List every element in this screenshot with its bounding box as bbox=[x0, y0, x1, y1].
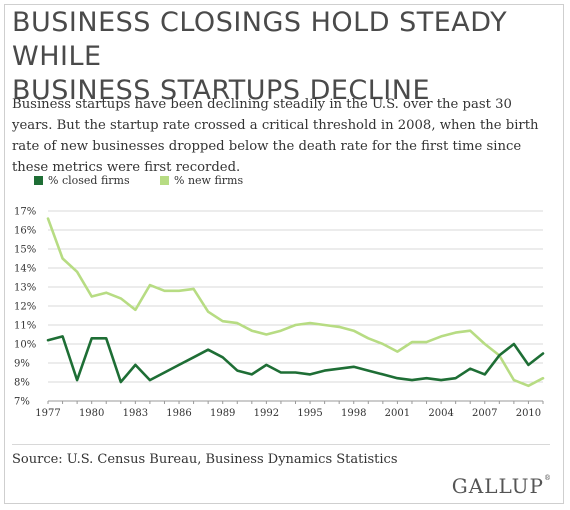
x-tick-label: 1998 bbox=[341, 408, 366, 419]
y-tick-label: 7% bbox=[14, 397, 30, 408]
x-tick-label: 1986 bbox=[166, 408, 191, 419]
title-line-2: BUSINESS STARTUPS DECLINE bbox=[12, 75, 431, 106]
chart-title: BUSINESS CLOSINGS HOLD STEADY WHILE BUSI… bbox=[12, 6, 552, 108]
y-tick-label: 14% bbox=[14, 264, 36, 275]
series-line-closed-firms bbox=[46, 335, 545, 384]
x-tick-label: 1980 bbox=[79, 408, 104, 419]
y-tick-label: 13% bbox=[14, 283, 36, 294]
x-tick-label: 1977 bbox=[35, 408, 60, 419]
chart-subtitle: Business startups have been declining st… bbox=[12, 97, 539, 175]
x-tick-label: 2007 bbox=[472, 408, 497, 419]
y-tick-label: 12% bbox=[14, 302, 36, 313]
title-line-1: BUSINESS CLOSINGS HOLD STEADY WHILE bbox=[12, 7, 508, 72]
y-tick-label: 10% bbox=[14, 340, 36, 351]
gallup-logo-text: GALLUP bbox=[451, 474, 544, 498]
legend-swatch-closed-firms bbox=[34, 176, 43, 185]
legend-label-new-firms: % new firms bbox=[174, 174, 244, 187]
x-tick-label: 2001 bbox=[385, 408, 410, 419]
x-tick-label: 2010 bbox=[516, 408, 541, 419]
chart-source: Source: U.S. Census Bureau, Business Dyn… bbox=[12, 452, 398, 467]
y-tick-label: 17% bbox=[14, 207, 36, 218]
series-line-new-firms bbox=[46, 217, 545, 388]
gallup-logo: GALLUP® bbox=[452, 474, 552, 498]
x-tick-label: 2004 bbox=[428, 408, 453, 419]
x-tick-label: 1983 bbox=[123, 408, 148, 419]
legend-item-new-firms: % new firms bbox=[160, 174, 243, 187]
y-tick-label: 15% bbox=[14, 245, 36, 256]
x-tick-label: 1992 bbox=[254, 408, 279, 419]
x-tick-label: 1989 bbox=[210, 408, 235, 419]
legend-label-closed-firms: % closed firms bbox=[48, 174, 130, 187]
legend-item-closed-firms: % closed firms bbox=[34, 174, 130, 187]
chart-card bbox=[4, 4, 564, 504]
x-tick-label: 1995 bbox=[297, 408, 322, 419]
registered-mark: ® bbox=[544, 474, 552, 482]
y-tick-label: 9% bbox=[14, 359, 30, 370]
legend-swatch-new-firms bbox=[160, 176, 169, 185]
y-tick-label: 11% bbox=[14, 321, 36, 332]
source-divider bbox=[12, 444, 550, 445]
y-tick-label: 16% bbox=[14, 226, 36, 237]
y-tick-label: 8% bbox=[14, 378, 30, 389]
